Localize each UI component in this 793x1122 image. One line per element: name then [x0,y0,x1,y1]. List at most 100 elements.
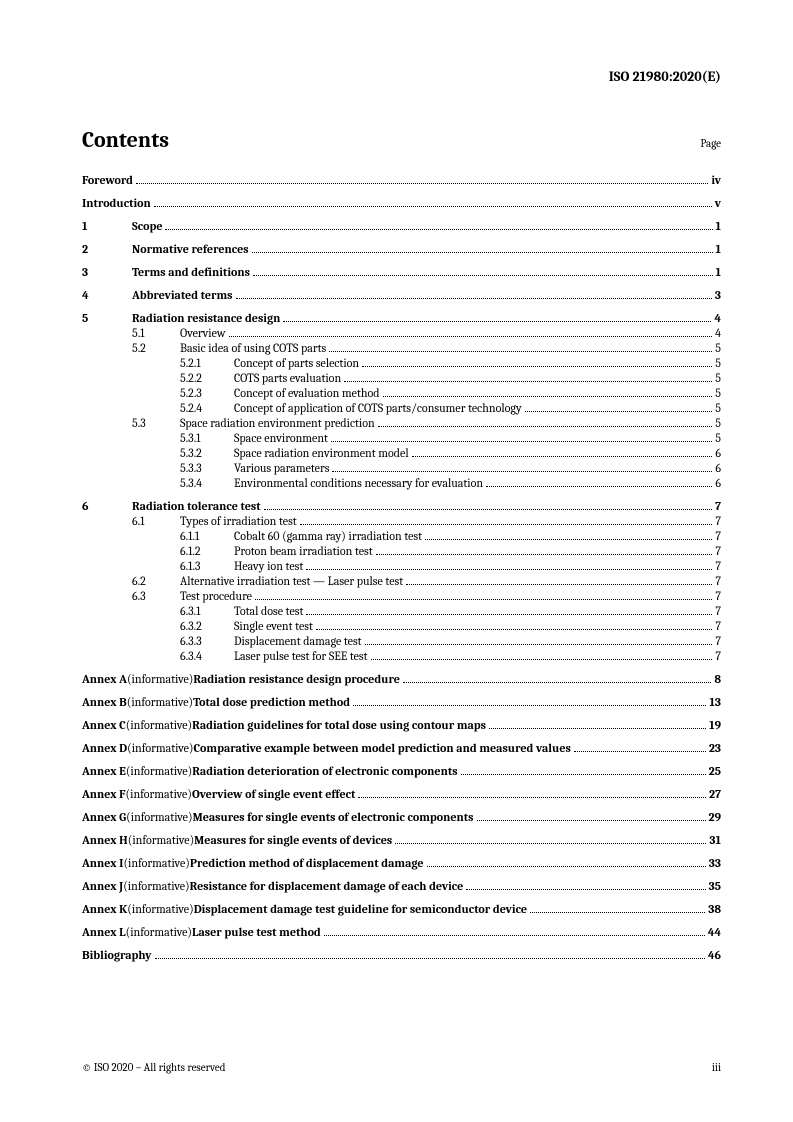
toc-annex-info: (informative) [126,925,192,940]
toc-annex-label: Annex K [82,902,127,917]
toc-entry: 6.2Alternative irradiation test — Laser … [82,574,721,589]
toc-subsubsection-num: 5.3.2 [180,446,234,461]
toc-title: Foreword [82,173,133,188]
toc-annex-label: Annex C [82,718,126,733]
toc-entry: Foreword iv [82,173,721,188]
toc-title: Space radiation environment model [234,446,409,461]
toc-entry: 6.1.1Cobalt 60 (gamma ray) irradiation t… [82,529,721,544]
toc-subsubsection-num: 6.1.1 [180,529,234,544]
toc-entry: Introductionv [82,196,721,211]
toc-entry: 3Terms and definitions1 [82,265,721,280]
leader-dots [427,866,706,867]
toc-subsubsection-num: 5.2.4 [180,401,234,416]
toc-page-ref: 5 [715,341,721,356]
toc-section-num: 1 [82,219,132,234]
toc-entry: Annex J (informative) Resistance for dis… [82,879,721,894]
toc-page-ref: iv [711,173,721,188]
toc-annex-info: (informative) [123,879,189,894]
toc-entry: Annex F (informative) Overview of single… [82,787,721,802]
toc-title: Heavy ion test [234,559,303,574]
toc-annex-info: (informative) [126,787,192,802]
toc-annex-info: (informative) [127,695,193,710]
toc-subsubsection-num: 6.3.4 [180,649,234,664]
leader-dots [525,411,713,412]
leader-dots [365,644,713,645]
leader-dots [489,728,706,729]
toc-section-num: 6 [82,499,132,514]
leader-dots [165,229,712,230]
toc-subsubsection-num: 6.3.2 [180,619,234,634]
toc-annex-label: Annex A [82,672,127,687]
toc-entry: Annex L (informative) Laser pulse test m… [82,925,721,940]
toc-annex-label: Annex L [82,925,126,940]
toc-page-ref: 1 [716,265,722,280]
toc-annex-label: Annex D [82,741,127,756]
page: ISO 21980:2020(E) Contents Page Foreword… [0,0,793,1122]
toc-page-ref: 4 [715,326,721,341]
toc-subsection-num: 5.1 [132,326,180,341]
toc-entry: Annex D (informative) Comparative exampl… [82,741,721,756]
toc-entry: 5.2.1Concept of parts selection5 [82,356,721,371]
toc-entry: 5.3.1Space environment5 [82,431,721,446]
toc-page-ref: 19 [709,718,721,733]
toc-entry: 6.3Test procedure7 [82,589,721,604]
toc-page-ref: 5 [715,401,721,416]
toc-entry: 5.2.3Concept of evaluation method5 [82,386,721,401]
toc-title: Single event test [234,619,313,634]
toc-annex-label: Annex H [82,833,128,848]
leader-dots [329,351,712,352]
toc-entry: 6.3.4Laser pulse test for SEE test7 [82,649,721,664]
toc-subsubsection-num: 5.2.2 [180,371,234,386]
toc-page-ref: 1 [716,242,722,257]
toc-entry: 6.1.3Heavy ion test7 [82,559,721,574]
leader-dots [412,456,713,457]
leader-dots [383,396,713,397]
toc-entry: 6.3.1Total dose test7 [82,604,721,619]
leader-dots [283,321,711,322]
toc-entry: Annex B (informative) Total dose predict… [82,695,721,710]
leader-dots [362,366,712,367]
leader-dots [252,252,713,253]
toc-title: Radiation deterioration of electronic co… [192,764,457,779]
toc-annex-label: Annex E [82,764,126,779]
toc-page-ref: 29 [709,810,722,825]
toc-subsubsection-num: 6.3.1 [180,604,234,619]
toc-title: Radiation resistance design [132,311,280,326]
toc-annex-info: (informative) [127,672,193,687]
toc-subsubsection-num: 5.3.3 [180,461,234,476]
toc-title: Overview of single event effect [192,787,355,802]
toc-title: Measures for single events of electronic… [193,810,474,825]
table-of-contents: ForewordivIntroductionv1Scope12Normative… [82,173,721,963]
toc-page-ref: 7 [715,499,721,514]
leader-dots [477,820,706,821]
toc-entry: 5.3.4Environmental conditions necessary … [82,476,721,491]
toc-entry: 2Normative references1 [82,242,721,257]
toc-entry: 5.2.4Concept of application of COTS part… [82,401,721,416]
toc-annex-info: (informative) [128,833,194,848]
toc-entry: Annex C (informative) Radiation guidelin… [82,718,721,733]
toc-title: Terms and definitions [132,265,250,280]
toc-subsection-num: 6.2 [132,574,180,589]
leader-dots [353,705,706,706]
toc-section-num: 4 [82,288,132,303]
toc-page-ref: 7 [715,619,721,634]
toc-title: Scope [132,219,162,234]
toc-page-ref: 7 [715,559,721,574]
toc-title: Radiation guidelines for total dose usin… [192,718,486,733]
leader-dots [300,524,713,525]
toc-subsubsection-num: 6.1.2 [180,544,234,559]
leader-dots [344,381,712,382]
leader-dots [403,682,711,683]
leader-dots [306,614,712,615]
contents-title: Contents [82,127,169,153]
toc-page-ref: 5 [715,416,721,431]
toc-page-ref: 7 [715,574,721,589]
toc-title: Laser pulse test method [192,925,321,940]
toc-page-ref: 35 [709,879,721,894]
leader-dots [331,441,712,442]
toc-title: Concept of parts selection [234,356,359,371]
toc-annex-info: (informative) [127,902,193,917]
toc-title: Introduction [82,196,151,211]
toc-page-ref: 46 [708,948,721,963]
toc-subsubsection-num: 6.3.3 [180,634,234,649]
